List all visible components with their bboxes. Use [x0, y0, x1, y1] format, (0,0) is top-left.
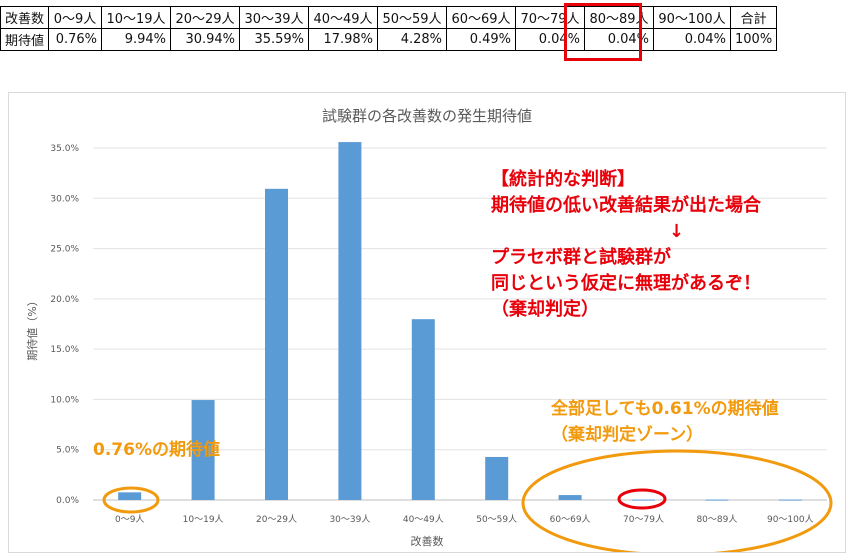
table-value-cell: 100% — [730, 28, 778, 51]
judgement-line: 【統計的な判断】 — [491, 169, 635, 190]
y-tick-label: 15.0% — [50, 345, 79, 355]
tail-zone-ellipse — [521, 449, 833, 552]
bar-4 — [411, 319, 435, 500]
judgement-line: プラセボ群と試験群が — [491, 247, 671, 268]
highlight-70-79-ellipse — [617, 488, 667, 510]
table-header-row: 改善数 0～9人 10～19人 20～29人 30～39人 40～49人 50～… — [0, 6, 778, 29]
judgement-line: 同じという仮定に無理があるぞ！ — [491, 273, 761, 294]
highlight-box-70-79 — [564, 3, 642, 61]
y-tick-label: 20.0% — [50, 295, 79, 305]
y-tick-label: 10.0% — [50, 395, 79, 405]
table-header-cell: 0～9人 — [48, 6, 103, 29]
table-value-cell: 0.76% — [48, 28, 103, 51]
judgement-annotation: 【統計的な判断】 期待値の低い改善結果が出た場合 ↓ プラセボ群と試験群が 同じ… — [491, 167, 761, 323]
judgement-arrow: ↓ — [669, 221, 685, 242]
x-tick-label: 90～100人 — [767, 514, 814, 525]
x-tick-label: 80～89人 — [696, 514, 737, 525]
table-value-cell: 0.04% — [584, 28, 655, 51]
x-tick-label: 70～79人 — [623, 514, 664, 525]
y-tick-label: 30.0% — [50, 194, 79, 204]
bar-9 — [778, 499, 802, 501]
y-tick-label: 5.0% — [56, 446, 79, 456]
chart-frame: 試験群の各改善数の発生期待値 0.0% 5.0% 10.0% 15.0% 20.0% 25… — [8, 92, 846, 553]
table-value-cell: 30.94% — [170, 28, 241, 51]
table-value-cell: 0.04% — [653, 28, 732, 51]
table-header-cell: 40～49人 — [308, 6, 379, 29]
bar-6 — [558, 495, 582, 500]
table-value-cell: 4.28% — [377, 28, 448, 51]
y-axis-title: 期待値（%） — [25, 295, 39, 360]
low-value-ellipse — [102, 486, 160, 514]
summary-table: 改善数 0～9人 10～19人 20～29人 30～39人 40～49人 50～… — [0, 6, 778, 51]
bar-8 — [705, 499, 729, 501]
bar-5 — [485, 456, 509, 500]
x-tick-layer: 0～9人 10～19人 20～29人 30～39人 40～49人 50～59人 60～69人… — [115, 514, 814, 525]
table-header-cell: 20～29人 — [170, 6, 241, 29]
bar-chart: 試験群の各改善数の発生期待値 0.0% 5.0% 10.0% 15.0% 20.0% 25… — [25, 107, 833, 552]
x-tick-label: 30～39人 — [329, 514, 370, 525]
table-value-cell: 0.04% — [515, 28, 586, 51]
table-header-cell: 30～39人 — [239, 6, 310, 29]
tail-zone-annotation: 全部足しても0.61%の期待値 （棄却判定ゾーン） — [551, 396, 779, 448]
x-tick-label: 20～29人 — [256, 514, 297, 525]
table-header-cell: 90～100人 — [653, 6, 732, 29]
table-value-cell: 17.98% — [308, 28, 379, 51]
judgement-line: （棄却判定） — [491, 299, 599, 320]
table-header-cell: 50～59人 — [377, 6, 448, 29]
bar-2 — [265, 188, 288, 500]
bar-3 — [338, 142, 362, 500]
bar-7 — [632, 499, 655, 501]
y-tick-label: 35.0% — [50, 144, 79, 154]
table-value-cell: 0.49% — [446, 28, 517, 51]
x-tick-label: 60～69人 — [550, 514, 591, 525]
table-header-cell: 合計 — [730, 6, 778, 29]
y-tick-layer: 0.0% 5.0% 10.0% 15.0% 20.0% 25.0% 30.0% 35.0% — [50, 144, 79, 506]
table-header-cell: 60～69人 — [446, 6, 517, 29]
y-tick-label: 0.0% — [56, 496, 79, 506]
chart-title: 試験群の各改善数の発生期待値 — [322, 107, 532, 125]
table-row-label: 改善数 — [0, 6, 50, 29]
x-tick-label: 50～59人 — [476, 514, 517, 525]
grid-layer — [93, 147, 827, 501]
table-value-cell: 35.59% — [239, 28, 310, 51]
bar-1 — [191, 400, 215, 500]
x-tick-label: 40～49人 — [403, 514, 444, 525]
bar-0 — [118, 492, 142, 500]
low-value-annotation: 0.76%の期待値 — [93, 440, 220, 460]
judgement-line: 期待値の低い改善結果が出た場合 — [491, 195, 761, 216]
x-tick-label: 0～9人 — [115, 514, 144, 525]
table-value-cell: 9.94% — [101, 28, 172, 51]
table-value-row: 期待値 0.76% 9.94% 30.94% 35.59% 17.98% 4.2… — [0, 28, 778, 51]
table-row-label: 期待値 — [0, 28, 50, 51]
bar-layer — [118, 142, 802, 501]
x-axis-title: 改善数 — [411, 534, 444, 548]
x-tick-label: 10～19人 — [183, 514, 224, 525]
table-header-cell: 10～19人 — [101, 6, 172, 29]
y-tick-label: 25.0% — [50, 245, 79, 255]
tail-zone-line: 全部足しても0.61%の期待値 — [551, 399, 779, 419]
tail-zone-line: （棄却判定ゾーン） — [551, 425, 704, 445]
